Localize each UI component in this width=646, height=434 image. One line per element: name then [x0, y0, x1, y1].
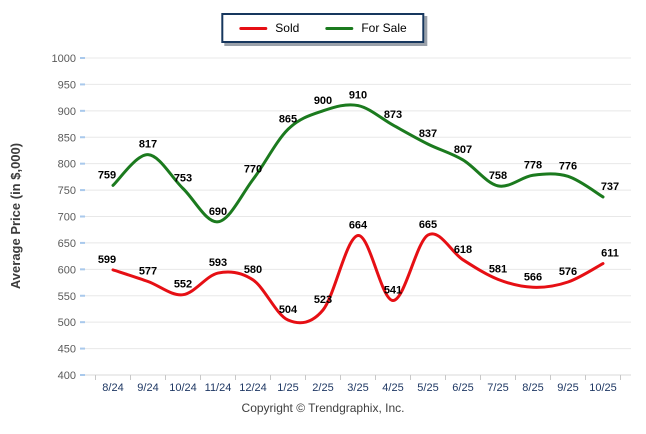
legend-item-for-sale: For Sale — [325, 21, 407, 35]
sold-line-swatch-icon — [239, 26, 268, 30]
data-point-label: 576 — [559, 266, 577, 278]
data-point-label: 873 — [384, 109, 402, 121]
data-point-label: 778 — [524, 159, 542, 171]
x-axis-tick-label: 5/25 — [417, 382, 438, 394]
legend-item-sold: Sold — [239, 21, 299, 35]
x-axis-tick-label: 10/25 — [589, 382, 617, 394]
y-axis-tick-label: 700 — [58, 212, 76, 224]
y-axis-tick-label: 800 — [58, 159, 76, 171]
series-line — [111, 103, 605, 224]
data-point-label: 807 — [454, 144, 472, 156]
data-point-label: 599 — [98, 254, 116, 266]
data-point-label: 900 — [314, 95, 332, 107]
data-point-label: 758 — [489, 170, 507, 182]
data-point-label: 566 — [524, 271, 542, 283]
data-point-label: 577 — [139, 265, 157, 277]
legend-label-for-sale: For Sale — [361, 21, 407, 35]
series-sold: 599 577 552 593 580 504 523 664 541 665 618 581 566 5… — [98, 219, 619, 325]
data-point-label: 581 — [489, 263, 507, 275]
data-point-label: 753 — [174, 172, 192, 184]
y-axis-tick-label: 450 — [58, 344, 76, 356]
data-point-label: 541 — [384, 285, 402, 297]
x-axis-tick-label: 7/25 — [487, 382, 508, 394]
x-axis-tick-label: 6/25 — [452, 382, 473, 394]
y-axis-tick-label: 550 — [58, 291, 76, 303]
data-point-label: 504 — [279, 304, 298, 316]
data-point-label: 580 — [244, 264, 262, 276]
data-point-label: 759 — [98, 169, 116, 181]
y-axis-tick-label: 1000 — [52, 53, 76, 65]
for-sale-line-swatch-icon — [325, 26, 354, 30]
y-axis-tick-label: 600 — [58, 264, 76, 276]
x-axis-tick-label: 2/25 — [312, 382, 333, 394]
data-point-label: 770 — [244, 164, 262, 176]
series-for-sale: 759 817 753 690 770 865 900 910 873 837 807 758 778 7… — [98, 90, 619, 224]
x-axis-tick-label: 9/25 — [557, 382, 578, 394]
x-axis-tick-label: 4/25 — [382, 382, 403, 394]
data-point-label: 837 — [419, 128, 437, 140]
data-point-label: 618 — [454, 244, 472, 256]
x-axis-tick-label: 11/24 — [205, 382, 232, 394]
y-axis-tick-label: 650 — [58, 238, 76, 250]
data-point-label: 910 — [349, 90, 367, 102]
x-axis-tick-label: 10/24 — [169, 382, 197, 394]
data-point-label: 865 — [279, 113, 297, 125]
x-axis-tick-label: 9/24 — [137, 382, 158, 394]
data-point-label: 817 — [139, 139, 157, 151]
y-axis-tick-label: 400 — [58, 370, 76, 382]
x-axis-tick-label: 8/24 — [102, 382, 123, 394]
y-axis-tick-label: 750 — [58, 185, 76, 197]
copyright-text: Copyright © Trendgraphix, Inc. — [241, 401, 405, 415]
data-point-label: 665 — [419, 219, 437, 231]
y-axis-tick-label: 900 — [58, 106, 76, 118]
y-gridlines: 400 450 500 550 600 650 700 750 800 850 900 950 1000 — [52, 53, 631, 382]
data-point-label: 737 — [601, 181, 619, 193]
data-point-label: 690 — [209, 206, 227, 218]
legend-label-sold: Sold — [275, 21, 300, 35]
x-axis: 8/24 9/24 10/24 11/24 12/24 1/25 2/25 3/25 4/25 5… — [95, 375, 621, 394]
chart-legend: Sold For Sale — [221, 13, 425, 43]
y-axis-tick-label: 850 — [58, 132, 76, 144]
x-axis-tick-label: 1/25 — [277, 382, 298, 394]
data-point-label: 776 — [559, 160, 577, 172]
data-point-label: 593 — [209, 257, 227, 269]
data-point-label: 552 — [174, 279, 192, 291]
x-axis-tick-label: 8/25 — [522, 382, 543, 394]
y-axis-tick-label: 500 — [58, 317, 76, 329]
data-point-label: 611 — [601, 248, 619, 260]
x-axis-tick-label: 3/25 — [347, 382, 368, 394]
series-line — [111, 232, 605, 325]
data-point-label: 523 — [314, 294, 332, 306]
y-axis-tick-label: 950 — [58, 79, 76, 91]
data-point-label: 664 — [349, 220, 368, 232]
x-axis-tick-label: 12/24 — [239, 382, 267, 394]
